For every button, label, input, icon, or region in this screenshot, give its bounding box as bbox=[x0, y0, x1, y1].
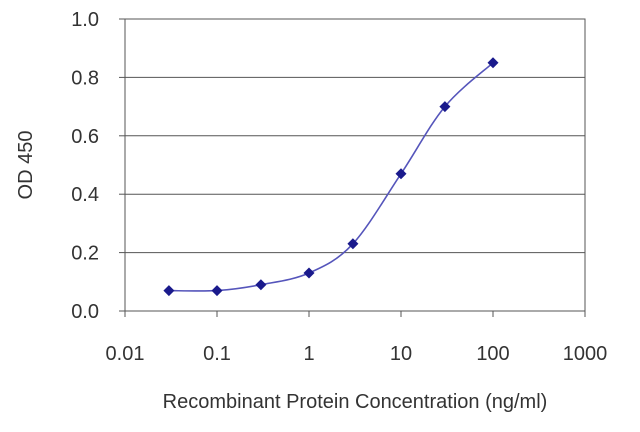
x-tick-labels: 0.01 0.1 1 10 100 1000 bbox=[106, 343, 608, 365]
y-tick-labels: 0.0 0.2 0.4 0.6 0.8 1.0 bbox=[71, 9, 99, 323]
data-point-marker bbox=[487, 57, 499, 69]
data-point-marker bbox=[255, 279, 267, 291]
axes bbox=[119, 18, 586, 317]
data-point-marker bbox=[303, 267, 315, 279]
x-tick-label: 100 bbox=[476, 343, 509, 365]
y-tick-label: 0.6 bbox=[71, 126, 99, 148]
y-tick-label: 0.8 bbox=[71, 67, 99, 89]
data-point-marker bbox=[163, 285, 175, 297]
grid-lines bbox=[125, 18, 585, 254]
x-tick-label: 0.01 bbox=[106, 343, 145, 365]
x-tick-label: 0.1 bbox=[203, 343, 231, 365]
plot-area bbox=[124, 18, 586, 312]
x-tick-label: 1000 bbox=[563, 343, 608, 365]
data-point-marker bbox=[347, 238, 359, 250]
data-points bbox=[163, 57, 499, 297]
y-tick-label: 0.4 bbox=[71, 184, 99, 206]
x-tick-label: 10 bbox=[390, 343, 412, 365]
y-tick-label: 0.0 bbox=[71, 301, 99, 323]
data-point-marker bbox=[439, 101, 451, 113]
data-point-marker bbox=[395, 168, 407, 180]
data-point-marker bbox=[211, 285, 223, 297]
x-axis-title: Recombinant Protein Concentration (ng/ml… bbox=[163, 391, 548, 413]
y-axis-title: OD 450 bbox=[15, 131, 37, 200]
y-tick-label: 0.2 bbox=[71, 243, 99, 265]
y-tick-label: 1.0 bbox=[71, 9, 99, 31]
x-tick-label: 1 bbox=[303, 343, 314, 365]
